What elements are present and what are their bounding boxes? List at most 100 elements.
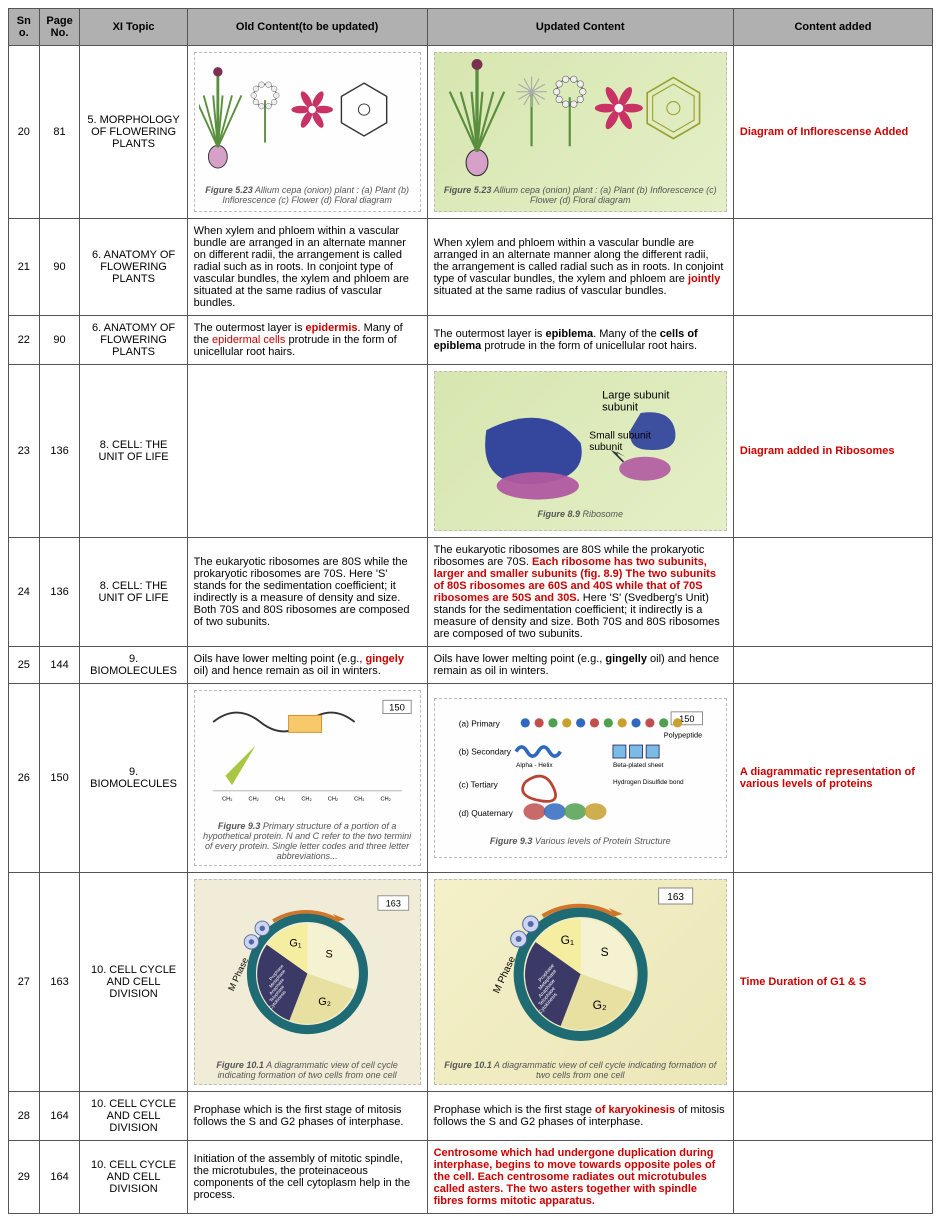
svg-text:150: 150: [389, 702, 405, 713]
col-old: Old Content(to be updated): [187, 9, 427, 46]
cell-updated: 150 (a) Primary Polypeptide (b) Secondar…: [427, 684, 733, 873]
cell-topic: 10. CELL CYCLE AND CELL DIVISION: [80, 1141, 187, 1214]
cell-page: 163: [39, 873, 80, 1092]
cell-topic: 8. CELL: THE UNIT OF LIFE: [80, 538, 187, 647]
cell-added: [733, 538, 932, 647]
cell-page: 90: [39, 316, 80, 365]
figure-caption: Figure 10.1 A diagrammatic view of cell …: [439, 1060, 722, 1080]
cell-topic: 9. BIOMOLECULES: [80, 647, 187, 684]
figure-caption: Figure 5.23 Allium cepa (onion) plant : …: [439, 185, 722, 205]
svg-text:Small subunit: Small subunit: [589, 431, 651, 442]
cell-sno: 23: [9, 365, 40, 538]
svg-text:G₁: G₁: [560, 933, 573, 947]
cell-topic: 9. BIOMOLECULES: [80, 684, 187, 873]
svg-text:(d) Quaternary: (d) Quaternary: [458, 808, 513, 818]
figure-protein_new: 150 (a) Primary Polypeptide (b) Secondar…: [434, 698, 727, 858]
figure-cellcycle: 163 S G₁ G₂ M Phase ProphaseMetaphaseAna…: [194, 879, 421, 1085]
svg-text:Beta-plated sheet: Beta-plated sheet: [613, 762, 664, 769]
table-row: 20815. MORPHOLOGY OF FLOWERING PLANTS Fi…: [9, 46, 933, 219]
cell-updated: When xylem and phloem within a vascular …: [427, 219, 733, 316]
cell-topic: 10. CELL CYCLE AND CELL DIVISION: [80, 873, 187, 1092]
table-row: 241368. CELL: THE UNIT OF LIFEThe eukary…: [9, 538, 933, 647]
col-updated: Updated Content: [427, 9, 733, 46]
svg-text:CH₂: CH₂: [301, 796, 311, 802]
svg-text:CH₂: CH₂: [222, 796, 232, 802]
svg-text:Large subunit: Large subunit: [602, 389, 670, 401]
cell-updated: Figure 5.23 Allium cepa (onion) plant : …: [427, 46, 733, 219]
cell-page: 164: [39, 1141, 80, 1214]
cell-topic: 5. MORPHOLOGY OF FLOWERING PLANTS: [80, 46, 187, 219]
cell-page: 81: [39, 46, 80, 219]
table-row: 231368. CELL: THE UNIT OF LIFE Large sub…: [9, 365, 933, 538]
cell-added: [733, 1141, 932, 1214]
table-row: 261509. BIOMOLECULES 150 CH₂CH₂CH₂CH₂CH₂…: [9, 684, 933, 873]
figure-onion_old: Figure 5.23 Allium cepa (onion) plant : …: [194, 52, 421, 212]
cell-updated: Oils have lower melting point (e.g., gin…: [427, 647, 733, 684]
cell-topic: 6. ANATOMY OF FLOWERING PLANTS: [80, 316, 187, 365]
table-row: 22906. ANATOMY OF FLOWERING PLANTSThe ou…: [9, 316, 933, 365]
svg-text:G₂: G₂: [318, 996, 331, 1008]
table-row: 2716310. CELL CYCLE AND CELL DIVISION 16…: [9, 873, 933, 1092]
svg-text:S: S: [325, 948, 332, 960]
svg-text:CH₂: CH₂: [327, 796, 337, 802]
cell-sno: 27: [9, 873, 40, 1092]
svg-text:Alpha - Helix: Alpha - Helix: [516, 762, 553, 769]
cell-old: Oils have lower melting point (e.g., gin…: [187, 647, 427, 684]
cell-added: Diagram added in Ribosomes: [733, 365, 932, 538]
table-row: 251449. BIOMOLECULESOils have lower melt…: [9, 647, 933, 684]
header-row: Sno. Page No. XI Topic Old Content(to be…: [9, 9, 933, 46]
table-row: 21906. ANATOMY OF FLOWERING PLANTSWhen x…: [9, 219, 933, 316]
svg-text:subunit: subunit: [589, 442, 622, 453]
cell-old: The outermost layer is epidermis. Many o…: [187, 316, 427, 365]
cell-added: [733, 1092, 932, 1141]
cell-page: 136: [39, 365, 80, 538]
cell-page: 136: [39, 538, 80, 647]
cell-page: 164: [39, 1092, 80, 1141]
figure-caption: Figure 8.9 Ribosome: [537, 509, 623, 519]
figure-protein_old: 150 CH₂CH₂CH₂CH₂CH₂CH₂CH₂ Figure 9.3 Pri…: [194, 690, 421, 866]
cell-page: 144: [39, 647, 80, 684]
cell-old: 150 CH₂CH₂CH₂CH₂CH₂CH₂CH₂ Figure 9.3 Pri…: [187, 684, 427, 873]
svg-text:CH₂: CH₂: [354, 796, 364, 802]
cell-old: Prophase which is the first stage of mit…: [187, 1092, 427, 1141]
cell-page: 90: [39, 219, 80, 316]
cell-sno: 25: [9, 647, 40, 684]
svg-text:G₁: G₁: [289, 937, 301, 949]
cell-sno: 20: [9, 46, 40, 219]
cell-added: [733, 219, 932, 316]
svg-text:S: S: [600, 945, 608, 959]
cell-topic: 8. CELL: THE UNIT OF LIFE: [80, 365, 187, 538]
svg-text:Polypeptide: Polypeptide: [663, 731, 702, 740]
svg-text:CH₂: CH₂: [248, 796, 258, 802]
col-sno: Sno.: [9, 9, 40, 46]
figure-caption: Figure 5.23 Allium cepa (onion) plant : …: [199, 185, 416, 205]
cell-old: 163 S G₁ G₂ M Phase ProphaseMetaphaseAna…: [187, 873, 427, 1092]
cell-sno: 29: [9, 1141, 40, 1214]
svg-text:(a) Primary: (a) Primary: [458, 719, 500, 729]
figure-caption: Figure 10.1 A diagrammatic view of cell …: [199, 1060, 416, 1080]
cell-old: When xylem and phloem within a vascular …: [187, 219, 427, 316]
cell-page: 150: [39, 684, 80, 873]
cell-old: Initiation of the assembly of mitotic sp…: [187, 1141, 427, 1214]
svg-text:CH₂: CH₂: [275, 796, 285, 802]
cell-sno: 22: [9, 316, 40, 365]
cell-topic: 10. CELL CYCLE AND CELL DIVISION: [80, 1092, 187, 1141]
cell-sno: 24: [9, 538, 40, 647]
cell-added: [733, 316, 932, 365]
svg-text:(c) Tertiary: (c) Tertiary: [458, 780, 498, 790]
cell-updated: 163 S G₁ G₂ M Phase ProphaseMetaphaseAna…: [427, 873, 733, 1092]
cell-updated: Prophase which is the first stage of kar…: [427, 1092, 733, 1141]
cell-sno: 21: [9, 219, 40, 316]
figure-ribosome: Large subunit subunit Small subunit subu…: [434, 371, 727, 531]
col-topic: XI Topic: [80, 9, 187, 46]
svg-text:subunit: subunit: [602, 401, 639, 413]
table-row: 2816410. CELL CYCLE AND CELL DIVISIONPro…: [9, 1092, 933, 1141]
svg-text:(b) Secondary: (b) Secondary: [458, 746, 511, 756]
svg-text:163: 163: [667, 892, 684, 903]
cell-topic: 6. ANATOMY OF FLOWERING PLANTS: [80, 219, 187, 316]
cell-updated: The outermost layer is epiblema. Many of…: [427, 316, 733, 365]
figure-caption: Figure 9.3 Various levels of Protein Str…: [490, 836, 671, 846]
content-update-table: Sno. Page No. XI Topic Old Content(to be…: [8, 8, 933, 1214]
figure-caption: Figure 9.3 Primary structure of a portio…: [199, 821, 416, 861]
cell-sno: 26: [9, 684, 40, 873]
